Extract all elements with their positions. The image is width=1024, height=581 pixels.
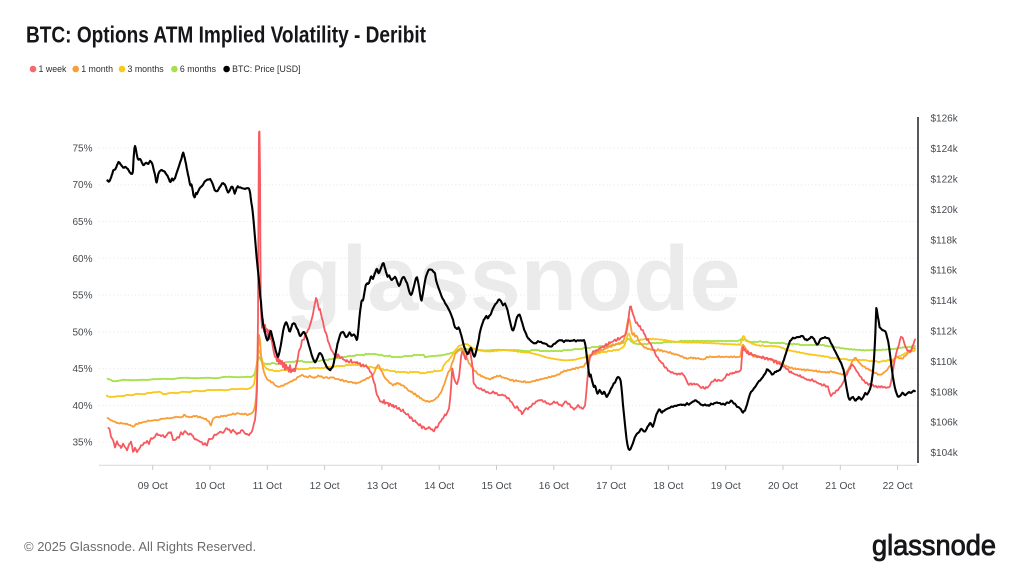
svg-text:21 Oct: 21 Oct [825,481,855,492]
svg-text:$114k: $114k [931,296,959,307]
svg-text:40%: 40% [72,401,92,412]
svg-text:50%: 50% [72,327,92,338]
svg-text:BTC: Options ATM Implied Volat: BTC: Options ATM Implied Volatility - De… [26,22,426,48]
svg-text:$110k: $110k [931,357,959,368]
svg-text:glassnode: glassnode [285,228,740,330]
svg-text:20 Oct: 20 Oct [768,481,798,492]
svg-text:$112k: $112k [931,327,959,338]
svg-text:glassnode: glassnode [872,530,996,562]
svg-text:15 Oct: 15 Oct [481,481,511,492]
svg-text:$126k: $126k [931,114,959,125]
svg-text:70%: 70% [72,180,92,191]
svg-text:$120k: $120k [931,205,959,216]
svg-text:1 month: 1 month [81,64,113,74]
svg-text:17 Oct: 17 Oct [596,481,626,492]
svg-text:6 months: 6 months [180,64,217,74]
svg-text:13 Oct: 13 Oct [367,481,397,492]
svg-text:75%: 75% [72,143,92,154]
svg-text:12 Oct: 12 Oct [310,481,340,492]
svg-text:35%: 35% [72,438,92,449]
svg-text:$122k: $122k [931,175,959,186]
svg-text:$116k: $116k [931,266,959,277]
svg-text:60%: 60% [72,254,92,265]
svg-text:$124k: $124k [931,144,959,155]
svg-text:10 Oct: 10 Oct [195,481,225,492]
svg-text:$108k: $108k [931,387,959,398]
svg-text:18 Oct: 18 Oct [653,481,683,492]
svg-text:$118k: $118k [931,235,959,246]
svg-text:11 Oct: 11 Oct [253,481,282,492]
svg-text:22 Oct: 22 Oct [883,481,913,492]
svg-text:3 months: 3 months [128,64,165,74]
svg-text:$106k: $106k [931,418,959,429]
svg-text:BTC: Price [USD]: BTC: Price [USD] [232,64,300,74]
svg-text:65%: 65% [72,217,92,228]
svg-text:19 Oct: 19 Oct [711,481,741,492]
svg-text:09 Oct: 09 Oct [138,481,168,492]
svg-text:14 Oct: 14 Oct [424,481,454,492]
svg-text:$104k: $104k [931,448,959,459]
svg-text:55%: 55% [72,291,92,302]
svg-text:© 2025 Glassnode. All Rights R: © 2025 Glassnode. All Rights Reserved. [24,539,256,554]
svg-text:45%: 45% [72,364,92,375]
svg-text:16 Oct: 16 Oct [539,481,569,492]
svg-text:1 week: 1 week [39,64,67,74]
